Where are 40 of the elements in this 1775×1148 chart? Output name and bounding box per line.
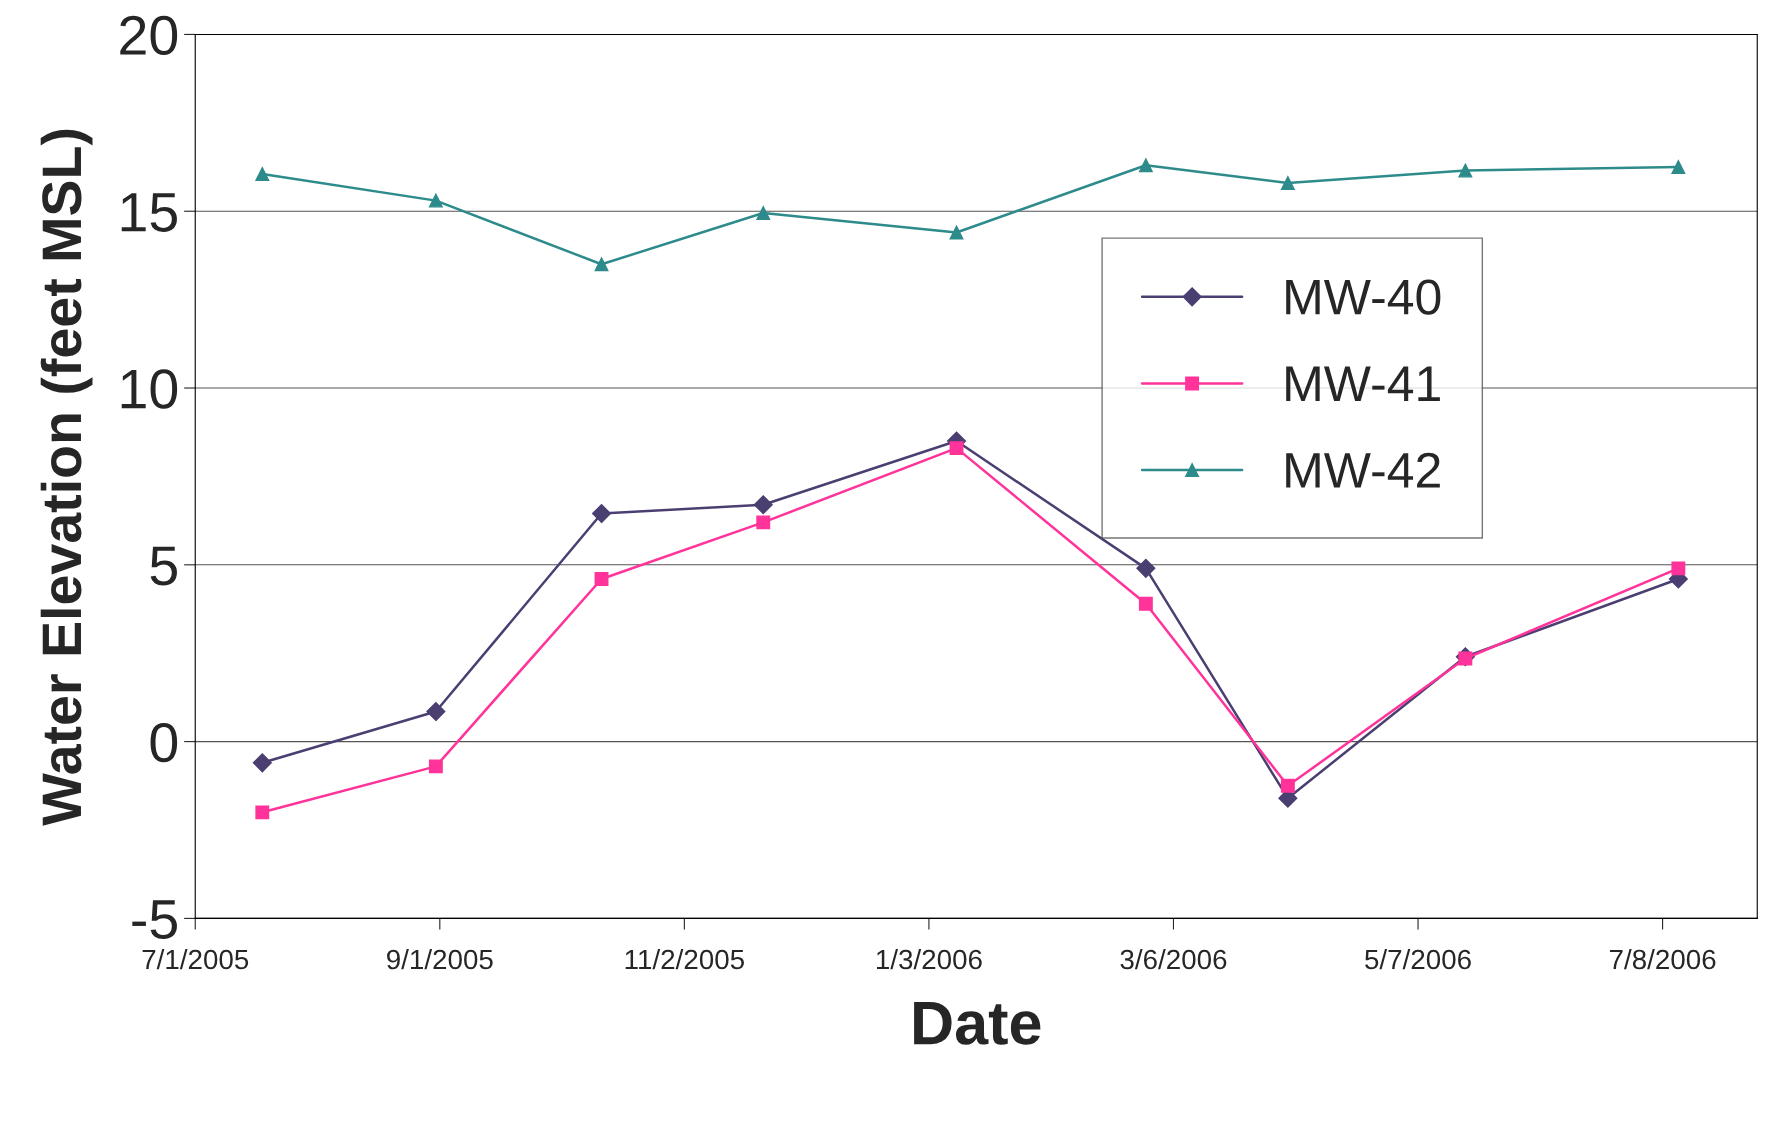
x-tick-label: 1/3/2006: [876, 948, 982, 970]
point: [255, 167, 270, 182]
y-axis-title: Water Elevation (feet MSL): [40, 129, 93, 826]
legend-label: MW-41: [1286, 366, 1440, 401]
y-tick-label: 5: [150, 546, 177, 586]
point: [594, 257, 609, 272]
point: [428, 759, 443, 774]
point: [594, 572, 609, 586]
y-tick-label: 20: [120, 15, 178, 56]
point: [255, 805, 270, 820]
legend-label: MW-42: [1286, 452, 1440, 488]
point: [252, 753, 272, 773]
y-tick-label: 15: [121, 193, 177, 232]
point: [1138, 158, 1153, 173]
x-tick-label: 9/1/2005: [387, 948, 493, 970]
point: [756, 206, 771, 220]
point: [1671, 561, 1686, 576]
x-tick-label: 7/1/2005: [142, 948, 249, 970]
point: [949, 441, 964, 456]
y-tick-label: -5: [132, 900, 177, 940]
point: [949, 225, 964, 240]
legend-label: MW-40: [1286, 279, 1441, 315]
x-tick-label: 3/6/2006: [1120, 948, 1227, 970]
point: [756, 515, 771, 530]
x-tick-label: 7/8/2006: [1609, 948, 1716, 970]
y-tick-label: 0: [150, 722, 178, 763]
x-tick-label: 5/7/2006: [1365, 948, 1471, 970]
point: [428, 193, 443, 208]
point: [1280, 176, 1295, 190]
point: [1458, 163, 1473, 178]
y-tick-label: 10: [121, 369, 178, 409]
point: [1280, 778, 1295, 793]
point: [591, 504, 612, 524]
point: [1136, 558, 1156, 578]
point: [1671, 160, 1686, 174]
x-axis-title: Date: [914, 1002, 1041, 1045]
x-tick-label: 11/2/2005: [625, 948, 744, 970]
point: [753, 495, 773, 515]
point: [426, 702, 446, 722]
point: [1138, 596, 1153, 611]
